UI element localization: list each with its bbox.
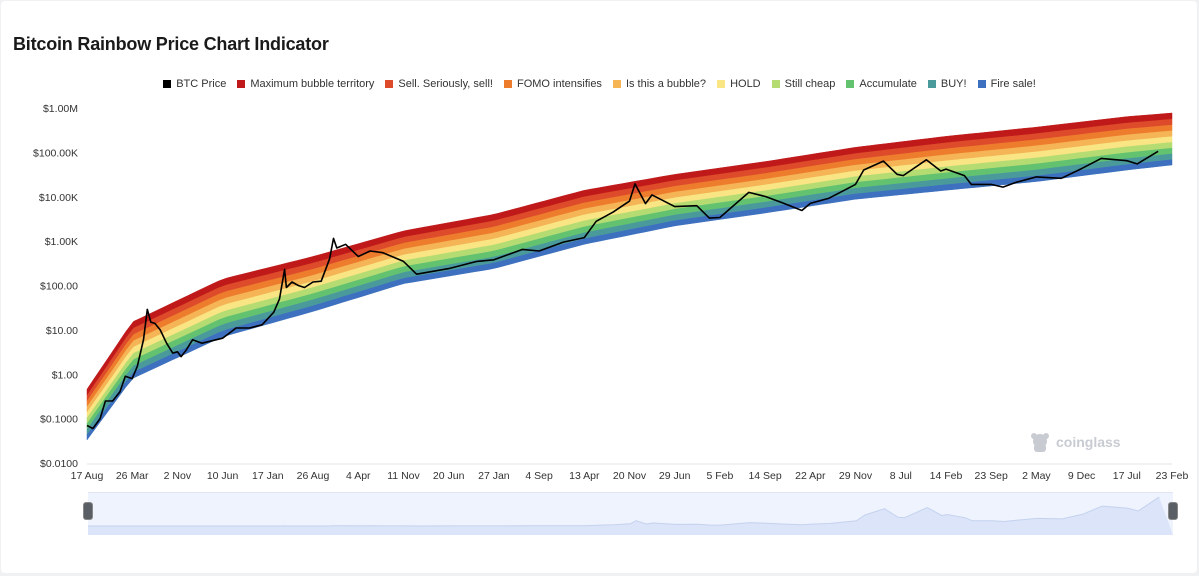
navigator-area bbox=[88, 497, 1173, 535]
legend-item-buy[interactable]: BUY! bbox=[927, 78, 967, 90]
legend-item-fire-sale[interactable]: Fire sale! bbox=[977, 78, 1036, 90]
page-title: Bitcoin Rainbow Price Chart Indicator bbox=[13, 34, 329, 54]
x-tick-label: 9 Dec bbox=[1068, 470, 1095, 482]
legend-label: HOLD bbox=[730, 78, 761, 90]
legend-swatch bbox=[717, 80, 726, 88]
x-tick-label: 8 Jul bbox=[890, 470, 912, 482]
legend-item-fomo-intensifies[interactable]: FOMO intensifies bbox=[503, 78, 602, 90]
legend-label: Accumulate bbox=[859, 78, 917, 90]
x-axis: 17 Aug 26 Mar 2 Nov 10 Jun 17 Jan 26 Aug 4 Apr… bbox=[71, 463, 1189, 482]
navigator-series bbox=[88, 496, 1173, 535]
legend-swatch bbox=[771, 80, 780, 88]
x-tick-label: 29 Nov bbox=[839, 470, 873, 482]
coinglass-logo-icon bbox=[1031, 433, 1049, 452]
x-tick-label: 23 Feb bbox=[1156, 470, 1189, 482]
y-tick-label: $100.00K bbox=[33, 147, 78, 159]
legend-label: BUY! bbox=[940, 78, 967, 90]
legend-item-still-cheap[interactable]: Still cheap bbox=[771, 78, 836, 90]
x-tick-label: 23 Sep bbox=[975, 470, 1008, 482]
y-tick-label: $1.00M bbox=[43, 103, 78, 115]
legend-label: Is this a bubble? bbox=[625, 78, 707, 90]
x-tick-label: 10 Jun bbox=[207, 470, 239, 482]
navigator-line bbox=[88, 496, 1160, 527]
y-tick-label: $10.00K bbox=[39, 192, 78, 204]
range-navigator[interactable] bbox=[88, 492, 1173, 535]
legend-label: Sell. Seriously, sell! bbox=[398, 78, 493, 90]
btc-price-line bbox=[86, 150, 1159, 430]
x-tick-label: 4 Apr bbox=[346, 470, 371, 482]
x-tick-label: 11 Nov bbox=[387, 470, 420, 482]
x-tick-label: 17 Jul bbox=[1113, 470, 1141, 482]
x-tick-label: 17 Aug bbox=[71, 470, 104, 482]
x-tick-label: 20 Jun bbox=[433, 470, 465, 482]
btc-price-series bbox=[86, 150, 1159, 430]
legend-swatch bbox=[503, 80, 512, 88]
x-tick-label: 26 Aug bbox=[297, 470, 330, 482]
legend-label: Fire sale! bbox=[990, 78, 1036, 90]
legend-swatch bbox=[846, 80, 855, 88]
y-tick-label: $10.00 bbox=[46, 325, 78, 337]
legend-item-hold[interactable]: HOLD bbox=[717, 78, 761, 90]
legend-label: FOMO intensifies bbox=[516, 78, 602, 90]
legend-item-btc-price[interactable]: BTC Price bbox=[163, 78, 226, 90]
legend-label: Maximum bubble territory bbox=[250, 78, 375, 90]
legend-item-is-this-a-bubble[interactable]: Is this a bubble? bbox=[612, 78, 707, 90]
legend-swatch bbox=[927, 80, 936, 88]
x-tick-label: 2 Nov bbox=[164, 470, 192, 482]
legend-item-accumulate[interactable]: Accumulate bbox=[846, 78, 917, 90]
x-tick-label: 13 Apr bbox=[569, 470, 600, 482]
legend-label: BTC Price bbox=[176, 78, 227, 90]
watermark-text: coinglass bbox=[1056, 434, 1121, 450]
x-tick-label: 5 Feb bbox=[706, 470, 733, 482]
legend-swatch bbox=[163, 80, 172, 88]
x-tick-label: 14 Feb bbox=[930, 470, 963, 482]
legend-item-sell-seriously-sell[interactable]: Sell. Seriously, sell! bbox=[385, 78, 493, 90]
y-tick-label: $1.00 bbox=[52, 369, 78, 381]
x-tick-label: 29 Jun bbox=[659, 470, 691, 482]
legend-swatch bbox=[237, 80, 246, 88]
x-tick-label: 26 Mar bbox=[116, 470, 149, 482]
coinglass-watermark: coinglass bbox=[1031, 433, 1121, 452]
legend-label: Still cheap bbox=[784, 78, 836, 90]
y-tick-label: $100.00 bbox=[40, 281, 78, 293]
legend-swatch bbox=[385, 80, 394, 88]
x-tick-label: 2 May bbox=[1022, 470, 1051, 482]
x-tick-label: 27 Jan bbox=[478, 470, 510, 482]
x-tick-label: 20 Nov bbox=[613, 470, 647, 482]
legend-swatch bbox=[977, 80, 986, 88]
y-axis: $1.00M $100.00K $10.00K $1.00K $100.00 $10.00… bbox=[33, 103, 78, 470]
x-tick-label: 4 Sep bbox=[525, 470, 553, 482]
y-tick-label: $0.0100 bbox=[40, 458, 78, 470]
y-tick-label: $1.00K bbox=[45, 236, 78, 248]
chart-legend: BTC Price Maximum bubble territory Sell.… bbox=[0, 78, 1199, 90]
legend-swatch bbox=[612, 80, 621, 88]
x-tick-label: 17 Jan bbox=[252, 470, 284, 482]
rainbow-bands bbox=[86, 112, 1173, 441]
navigator-handle-right[interactable] bbox=[1168, 502, 1178, 520]
legend-item-maximum-bubble-territory[interactable]: Maximum bubble territory bbox=[237, 78, 374, 90]
y-tick-label: $0.1000 bbox=[40, 414, 78, 426]
x-tick-label: 22 Apr bbox=[795, 470, 826, 482]
navigator-handle-left[interactable] bbox=[83, 502, 93, 520]
x-tick-label: 14 Sep bbox=[748, 470, 781, 482]
band-maximum-bubble-territory bbox=[86, 112, 1173, 396]
